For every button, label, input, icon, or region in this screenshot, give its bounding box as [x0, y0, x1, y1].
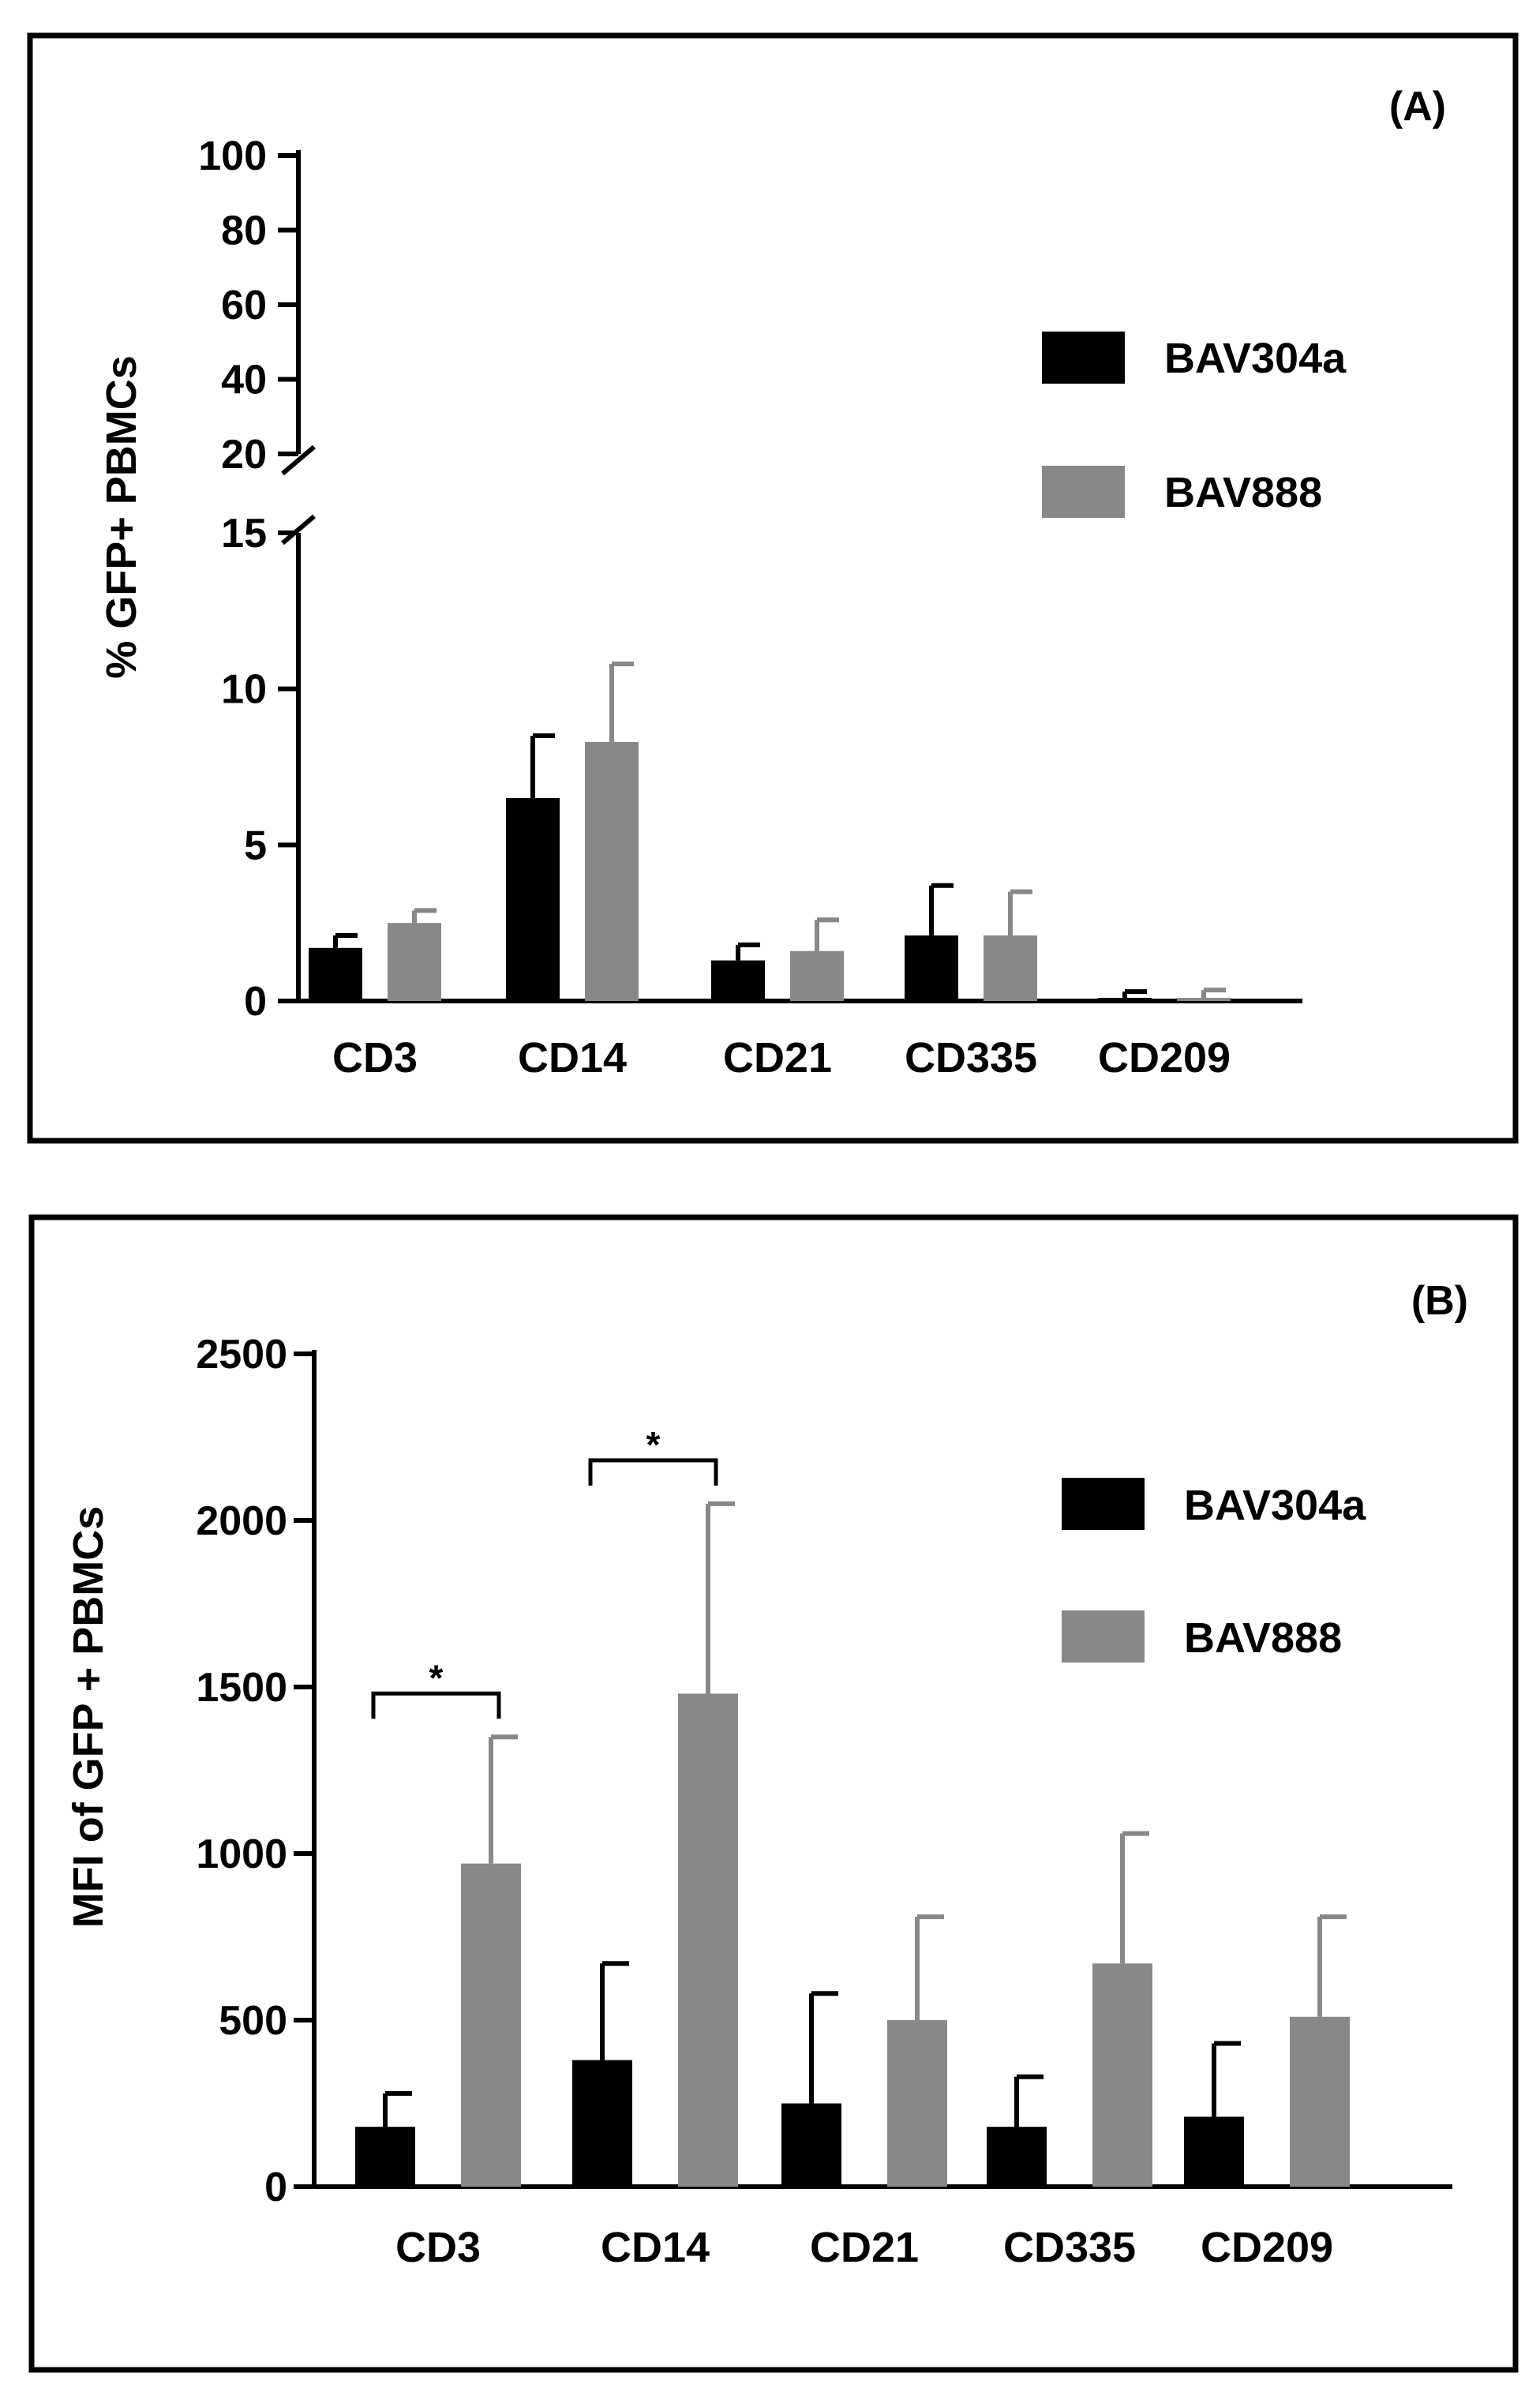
legend-b-swatch-bav304a	[1062, 1478, 1145, 1530]
bar-bav304a-cd209	[1098, 998, 1152, 1001]
x-tick-label-cd21: CD21	[723, 1034, 832, 1082]
chart-a-axis-break-lower	[281, 514, 316, 545]
bar-bav888-cd21	[887, 2020, 947, 2187]
x-tick-label-cd21: CD21	[810, 2224, 919, 2271]
x-tick-label-cd3: CD3	[395, 2224, 481, 2271]
bar-bav304a-cd3	[309, 947, 362, 1001]
legend-b-label-bav304a: BAV304a	[1184, 1482, 1366, 1529]
panel-a-label: (A)	[1389, 84, 1446, 129]
chart-a-legend: BAV304a BAV888	[1042, 332, 1347, 518]
y-tick-label: 20	[221, 432, 267, 478]
bar-bav888-cd14	[678, 1693, 738, 2187]
bar-bav888-cd14	[585, 741, 639, 1001]
chart-b-bars	[355, 1501, 1350, 2187]
x-tick-label-cd335: CD335	[1003, 2224, 1136, 2271]
chart-a-bars	[309, 662, 1231, 1001]
x-tick-label-cd3: CD3	[332, 1034, 418, 1082]
y-tick-label: 60	[221, 283, 267, 328]
bar-bav304a-cd21	[711, 960, 765, 1001]
y-tick-label: 1000	[196, 1831, 287, 1877]
y-tick-label: 2000	[196, 1498, 287, 1544]
bar-bav304a-cd14	[506, 798, 560, 1001]
y-tick-label: 80	[221, 208, 267, 254]
bar-bav304a-cd21	[781, 2103, 841, 2187]
chart-a-axis-break-upper	[281, 444, 316, 476]
bar-bav304a-cd209	[1184, 2116, 1244, 2187]
chart-a-y-ticks: 0 5 10 15 20 40 60 80 100	[198, 133, 298, 1025]
legend-a-swatch-bav888	[1042, 466, 1125, 518]
bar-bav888-cd3	[461, 1863, 521, 2187]
y-tick-label: 1500	[196, 1665, 287, 1711]
panel-a: (A) % GFP+ PBMCs 0 5 10 15 20 40 60 80 100 CD3 CD…	[0, 0, 1540, 1157]
bar-bav304a-cd335	[987, 2127, 1047, 2187]
bar-bav888-cd21	[790, 950, 844, 1001]
chart-a-ylabel: % GFP+ PBMCs	[98, 355, 145, 679]
x-tick-label-cd14: CD14	[518, 1034, 627, 1082]
x-tick-label-cd209: CD209	[1201, 2224, 1333, 2271]
legend-a-swatch-bav304a	[1042, 332, 1125, 384]
x-tick-label-cd14: CD14	[601, 2224, 710, 2271]
legend-b-swatch-bav888	[1062, 1610, 1145, 1663]
legend-a-label-bav888: BAV888	[1164, 469, 1322, 516]
panel-a-frame	[27, 32, 1519, 1144]
bar-bav304a-cd335	[905, 935, 958, 1001]
y-tick-label: 2500	[196, 1332, 287, 1378]
significance-label-cd14: *	[646, 1424, 661, 1465]
bar-bav888-cd209	[1177, 998, 1231, 1001]
y-tick-label: 100	[198, 133, 267, 179]
legend-a-label-bav304a: BAV304a	[1164, 335, 1347, 382]
chart-a-x-ticks: CD3 CD14 CD21 CD335 CD209	[332, 1034, 1231, 1082]
panel-b-frame	[28, 1214, 1519, 2373]
significance-bracket-cd14	[588, 1458, 718, 1486]
y-tick-label: 0	[244, 979, 267, 1025]
y-tick-label: 5	[244, 823, 267, 868]
y-tick-label: 500	[219, 1998, 287, 2044]
bar-bav888-cd209	[1290, 2016, 1350, 2187]
bar-bav888-cd335	[984, 935, 1037, 1001]
bar-bav304a-cd14	[572, 2060, 632, 2187]
significance-label-cd3: *	[429, 1657, 444, 1698]
y-tick-label: 0	[264, 2165, 287, 2210]
legend-b-label-bav888: BAV888	[1184, 1614, 1342, 1662]
bar-bav304a-cd3	[355, 2127, 415, 2187]
y-tick-label: 40	[221, 358, 267, 403]
x-tick-label-cd209: CD209	[1098, 1034, 1231, 1082]
x-tick-label-cd335: CD335	[905, 1034, 1037, 1082]
significance-bracket-cd3	[371, 1691, 501, 1719]
chart-b-legend: BAV304a BAV888	[1062, 1478, 1366, 1663]
panel-b-label: (B)	[1411, 1278, 1468, 1324]
chart-b-y-ticks: 0 500 1000 1500 2000 2500	[196, 1332, 314, 2210]
chart-b-ylabel: MFI of GFP + PBMCs	[65, 1506, 112, 1929]
bar-bav888-cd3	[388, 923, 441, 1001]
y-tick-label: 10	[221, 667, 267, 713]
chart-b-x-ticks: CD3 CD14 CD21 CD335 CD209	[395, 2224, 1333, 2271]
bar-bav888-cd335	[1092, 1963, 1152, 2187]
y-tick-label: 15	[221, 511, 267, 557]
chart-b-significance: **	[371, 1424, 718, 1719]
